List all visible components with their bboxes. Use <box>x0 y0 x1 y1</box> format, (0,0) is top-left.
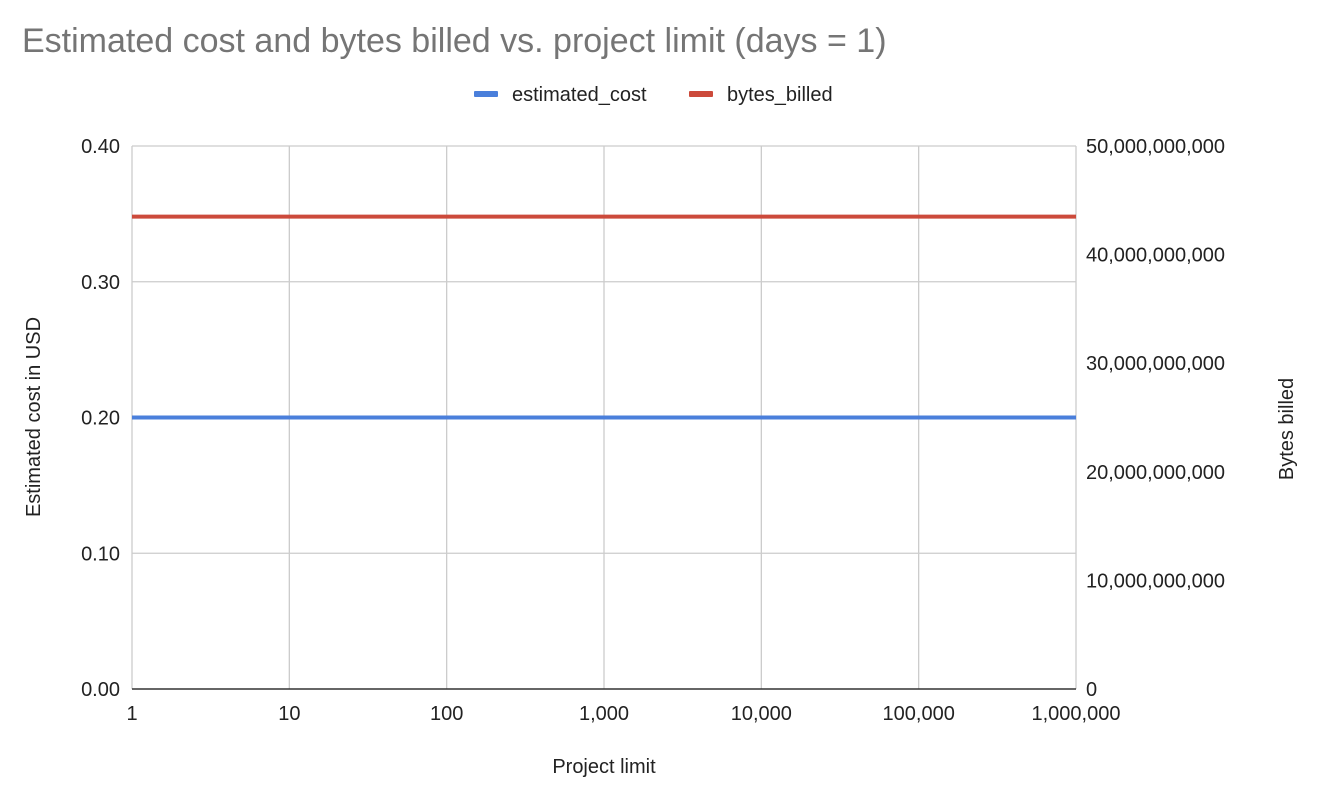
y2-tick-label: 50,000,000,000 <box>1086 136 1225 158</box>
x-tick-label: 1 <box>126 703 137 725</box>
y-tick-label: 0.20 <box>81 408 120 430</box>
chart-title: Estimated cost and bytes billed vs. proj… <box>22 22 887 60</box>
legend-label: estimated_cost <box>512 84 647 106</box>
legend-swatch-estimated-cost <box>474 91 498 97</box>
y-tick-label: 0.00 <box>81 679 120 701</box>
axes: 0.00 0.10 0.20 0.30 0.40 1 10 100 1,000 10,000 100… <box>81 136 1225 725</box>
x-tick-label: 100 <box>430 703 463 725</box>
y2-axis-title: Bytes billed <box>1276 378 1298 480</box>
y-tick-label: 0.40 <box>81 136 120 158</box>
x-tick-label: 10 <box>278 703 300 725</box>
x-tick-label: 1,000 <box>579 703 629 725</box>
legend-swatch-bytes-billed <box>689 91 713 97</box>
x-axis-title: Project limit <box>552 756 656 778</box>
legend-label: bytes_billed <box>727 84 833 106</box>
x-tick-label: 1,000,000 <box>1032 703 1121 725</box>
x-tick-label: 10,000 <box>731 703 792 725</box>
y2-tick-label: 30,000,000,000 <box>1086 353 1225 375</box>
y-tick-label: 0.30 <box>81 272 120 294</box>
x-tick-label: 100,000 <box>883 703 955 725</box>
legend: estimated_cost bytes_billed <box>474 84 833 106</box>
y2-tick-label: 20,000,000,000 <box>1086 462 1225 484</box>
y-tick-label: 0.10 <box>81 543 120 565</box>
y2-tick-label: 40,000,000,000 <box>1086 245 1225 267</box>
y-axis-title: Estimated cost in USD <box>23 317 45 517</box>
y2-tick-label: 10,000,000,000 <box>1086 570 1225 592</box>
series-lines <box>132 214 1076 420</box>
y2-tick-label: 0 <box>1086 679 1097 701</box>
